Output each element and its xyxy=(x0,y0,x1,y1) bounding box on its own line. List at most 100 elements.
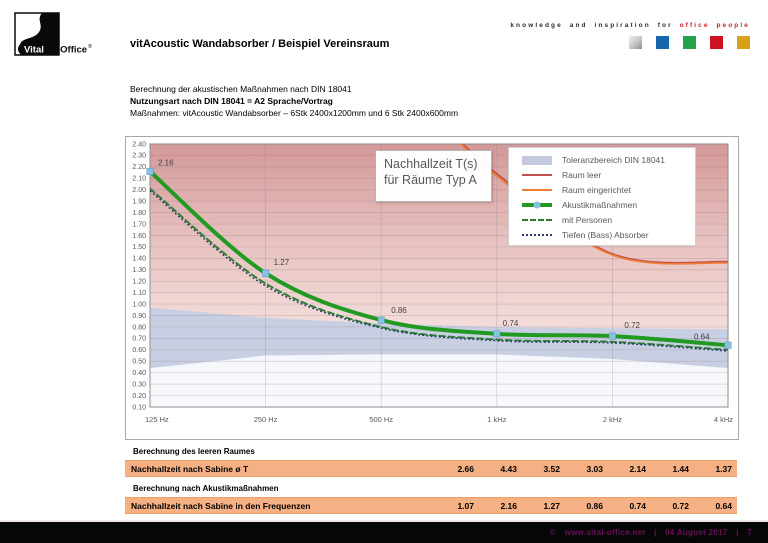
table-value-cell: 0.74 xyxy=(629,500,646,511)
footer-separator: | xyxy=(736,528,739,537)
table-value-cell: 1.37 xyxy=(715,463,732,474)
svg-text:1.27: 1.27 xyxy=(274,258,290,267)
legend-label: Tiefen (Bass) Absorber xyxy=(562,230,649,240)
table-row-label: Nachhallzeit nach Sabine ø T xyxy=(131,463,249,474)
chart-title-box: Nachhallzeit T(s) für Räume Typ A xyxy=(375,150,492,202)
logo-registered-mark: ® xyxy=(88,43,92,50)
legend-item: mit Personen xyxy=(515,213,691,227)
svg-text:0.70: 0.70 xyxy=(132,336,146,343)
svg-text:0.86: 0.86 xyxy=(391,306,407,315)
svg-text:2.16: 2.16 xyxy=(158,158,174,167)
tables-section: Berechnung des leeren Raumes Nachhallzei… xyxy=(125,445,737,519)
legend-label: Raum eingerichtet xyxy=(562,185,631,195)
legend-swatch xyxy=(522,174,552,176)
table-row-label: Nachhallzeit nach Sabine in den Frequenz… xyxy=(131,500,311,511)
svg-text:1.80: 1.80 xyxy=(132,210,146,217)
tagline: knowledge and inspiration for office peo… xyxy=(510,22,750,49)
svg-text:250 Hz: 250 Hz xyxy=(254,415,278,424)
svg-text:1.70: 1.70 xyxy=(132,221,146,228)
legend-swatch xyxy=(522,155,552,165)
svg-text:0.20: 0.20 xyxy=(132,393,146,400)
footer-date: 04 August 2017 xyxy=(665,528,728,537)
svg-text:1.40: 1.40 xyxy=(132,256,146,263)
legend-item: Akustikmaßnahmen xyxy=(515,198,691,212)
svg-text:0.60: 0.60 xyxy=(132,347,146,354)
svg-text:125 Hz: 125 Hz xyxy=(145,415,169,424)
table-value-cell: 1.27 xyxy=(543,500,560,511)
table-value-cell: 3.03 xyxy=(586,463,603,474)
svg-text:0.90: 0.90 xyxy=(132,313,146,320)
legend-label: Toleranzbereich DIN 18041 xyxy=(562,155,666,165)
legend-item: Toleranzbereich DIN 18041 xyxy=(515,153,691,167)
table-value-cell: 0.64 xyxy=(715,500,732,511)
table-value-cell: 1.07 xyxy=(457,500,474,511)
brand-color-squares xyxy=(510,36,750,49)
logo-brand-text-office: -Office xyxy=(57,45,87,56)
table-value-cell: 4.43 xyxy=(500,463,517,474)
chart-legend: Toleranzbereich DIN 18041 Raum leer Raum e… xyxy=(508,147,696,246)
color-swatch xyxy=(629,36,642,49)
tagline-red: office people xyxy=(679,22,750,29)
svg-text:1.20: 1.20 xyxy=(132,279,146,286)
legend-marker-dot xyxy=(533,201,541,209)
table-caption-empty-room: Berechnung des leeren Raumes xyxy=(133,447,255,456)
legend-swatch xyxy=(522,189,552,191)
footer-text: © www.vital-office.net | 04 August 2017 … xyxy=(544,522,752,543)
intro-line-1: Berechnung der akustischen Maßnahmen nac… xyxy=(130,84,352,94)
svg-text:0.74: 0.74 xyxy=(503,319,519,328)
legend-swatch xyxy=(522,219,552,221)
intro-paragraph: Berechnung der akustischen Maßnahmen nac… xyxy=(130,83,458,119)
legend-label: Akustikmaßnahmen xyxy=(562,200,638,210)
svg-text:0.50: 0.50 xyxy=(132,359,146,366)
svg-text:4 kHz: 4 kHz xyxy=(714,415,733,424)
svg-text:0.80: 0.80 xyxy=(132,324,146,331)
intro-line-3: Maßnahmen: vitAcoustic Wandabsorber – 6S… xyxy=(130,108,459,118)
legend-item: Tiefen (Bass) Absorber xyxy=(515,228,691,242)
table-value-cell: 2.14 xyxy=(629,463,646,474)
svg-text:2.40: 2.40 xyxy=(132,141,146,148)
svg-text:1.00: 1.00 xyxy=(132,301,146,308)
svg-text:1.10: 1.10 xyxy=(132,290,146,297)
svg-text:0.10: 0.10 xyxy=(132,404,146,411)
intro-line-2: Nutzungsart nach DIN 18041 = A2 Sprache/… xyxy=(130,96,333,106)
svg-text:2.10: 2.10 xyxy=(132,176,146,183)
table-row-sabine-frequencies: Nachhallzeit nach Sabine in den Frequenz… xyxy=(125,497,737,514)
legend-swatch xyxy=(522,201,552,209)
svg-text:2.00: 2.00 xyxy=(132,187,146,194)
tagline-black: knowledge and inspiration for xyxy=(510,22,673,29)
table-value-cell: 2.66 xyxy=(457,463,474,474)
chart-frame: 0.10 0.20 0.30 0.40 0.50 0.60 0.70 0.80 0.90 1.00… xyxy=(125,136,739,440)
svg-text:0.72: 0.72 xyxy=(624,321,640,330)
page-title: vitAcoustic Wandabsorber / Beispiel Vere… xyxy=(130,38,390,50)
svg-text:1 kHz: 1 kHz xyxy=(487,415,506,424)
svg-text:1.30: 1.30 xyxy=(132,267,146,274)
svg-text:2.30: 2.30 xyxy=(132,153,146,160)
color-swatch xyxy=(683,36,696,49)
table-value-cell: 0.72 xyxy=(672,500,689,511)
footer-bar: © www.vital-office.net | 04 August 2017 … xyxy=(0,520,768,543)
chart-title-line-1: Nachhallzeit T(s) xyxy=(384,157,478,171)
legend-item: Raum eingerichtet xyxy=(515,183,691,197)
table-caption-acoustic-measures: Berechnung nach Akustikmaßnahmen xyxy=(133,484,279,493)
table-value-cell: 2.16 xyxy=(500,500,517,511)
legend-swatch xyxy=(522,234,552,236)
color-swatch xyxy=(656,36,669,49)
color-swatch xyxy=(710,36,723,49)
copyright-symbol: © xyxy=(549,528,557,537)
legend-label: Raum leer xyxy=(562,170,602,180)
footer-separator: | xyxy=(653,528,657,537)
footer-url-link[interactable]: www.vital-office.net xyxy=(564,528,646,537)
footer-page-number: 7 xyxy=(747,528,752,537)
svg-text:0.30: 0.30 xyxy=(132,381,146,388)
svg-text:1.90: 1.90 xyxy=(132,198,146,205)
svg-text:2 kHz: 2 kHz xyxy=(603,415,622,424)
table-value-cell: 0.86 xyxy=(586,500,603,511)
svg-text:2.20: 2.20 xyxy=(132,164,146,171)
svg-text:0.40: 0.40 xyxy=(132,370,146,377)
table-row-sabine-avg: Nachhallzeit nach Sabine ø T 2.66 4.43 3.5… xyxy=(125,460,737,477)
color-swatch xyxy=(737,36,750,49)
brand-logo: Vital -Office ® xyxy=(14,12,92,56)
svg-text:0.64: 0.64 xyxy=(694,332,710,341)
legend-item: Raum leer xyxy=(515,168,691,182)
svg-text:1.60: 1.60 xyxy=(132,233,146,240)
